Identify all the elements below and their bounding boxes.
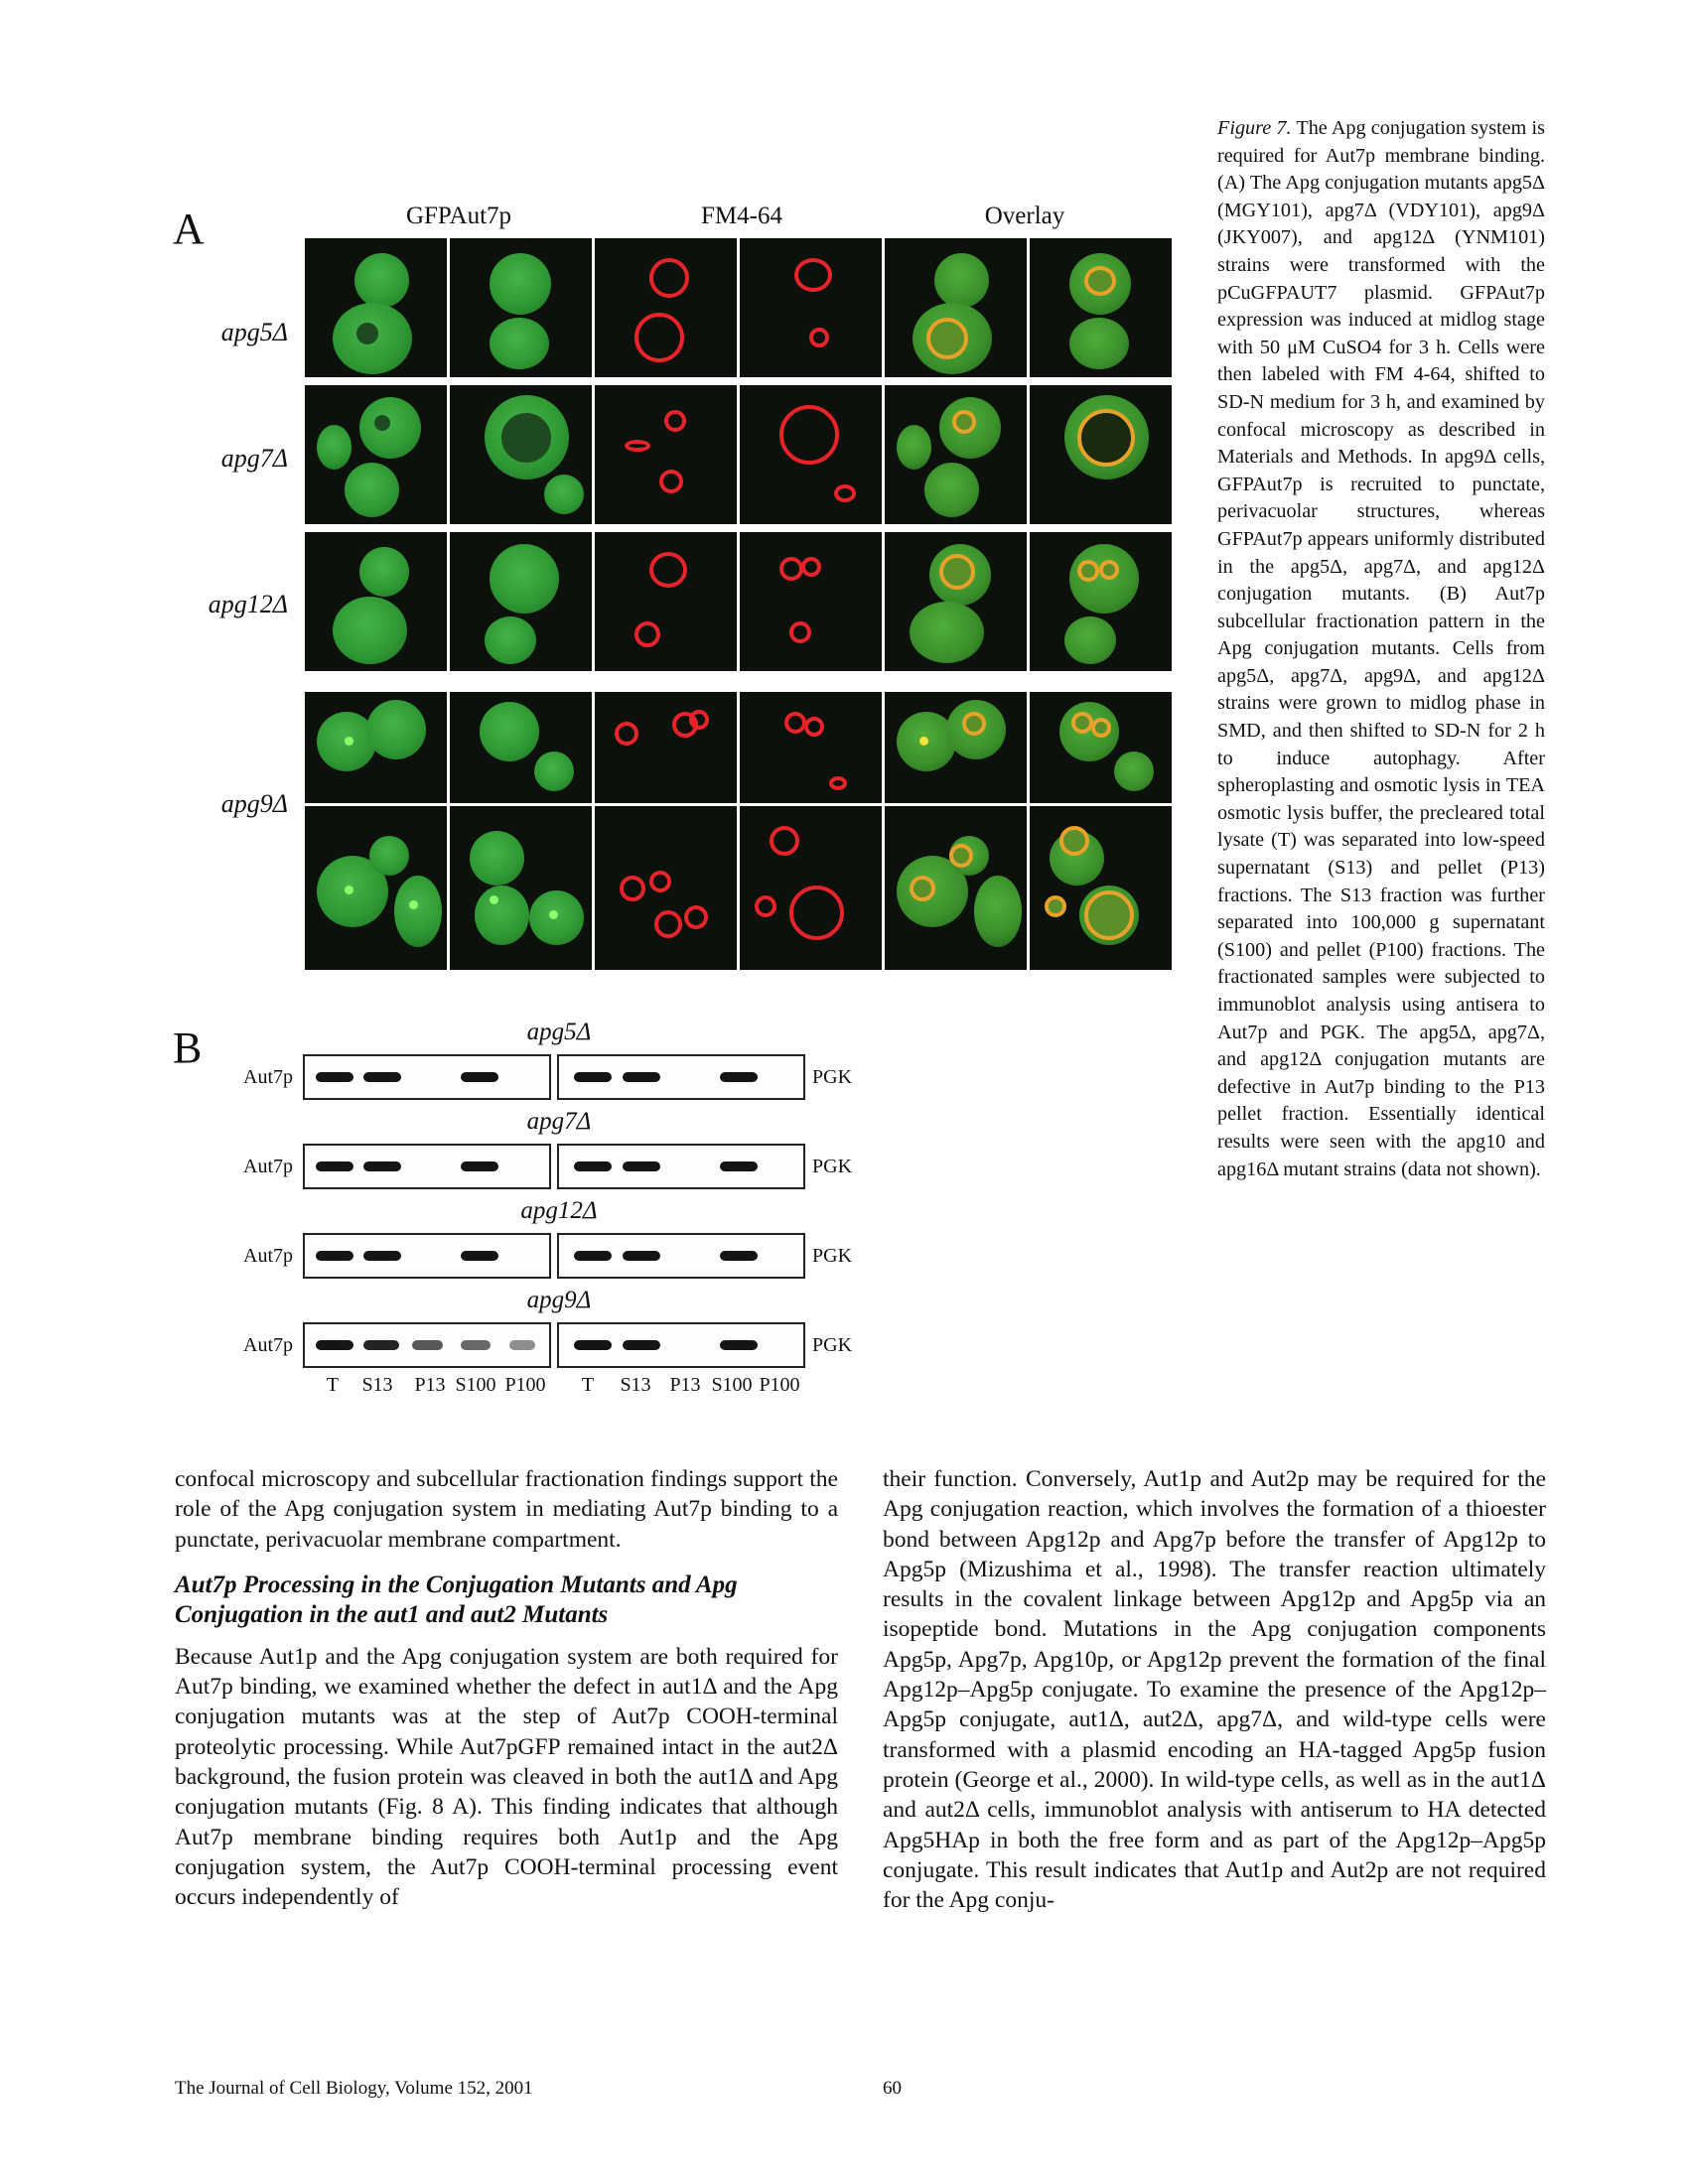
body-paragraph: Because Aut1p and the Apg conjugation sy… <box>175 1643 838 1911</box>
micrograph-apg7-fm-1 <box>595 385 737 524</box>
lane-label: S13 <box>620 1374 651 1396</box>
blot-band <box>316 1251 353 1261</box>
micrograph-apg5-fm-1 <box>595 238 737 377</box>
figure-caption: Figure 7. The Apg conjugation system is … <box>1217 115 1545 1183</box>
micrograph-apg9-fm-1 <box>595 692 737 803</box>
micrograph-apg7-overlay-1 <box>885 385 1027 524</box>
micrograph-apg12-fm-1 <box>595 532 737 671</box>
blot-title: apg5Δ <box>526 1019 592 1045</box>
blot-label-aut7p: Aut7p <box>243 1245 293 1267</box>
blot-band <box>623 1340 660 1350</box>
row-label-apg12: apg12Δ <box>208 590 288 618</box>
blot-band <box>461 1251 498 1261</box>
blot-band <box>574 1161 612 1171</box>
micrograph-apg9-fm-4 <box>740 806 882 970</box>
lane-label: T <box>581 1374 595 1396</box>
blot-label-pgk: PGK <box>812 1334 853 1356</box>
micrograph-apg12-gfp-2 <box>450 532 592 671</box>
blot-title: apg12Δ <box>520 1197 598 1224</box>
blot-band <box>412 1340 443 1350</box>
micrograph-apg9-fm-2 <box>740 692 882 803</box>
caption-text: The Apg conjugation system is required f… <box>1217 117 1545 1180</box>
lane-label: P100 <box>504 1374 546 1396</box>
lane-label: P100 <box>759 1374 800 1396</box>
body-paragraph: their function. Conversely, Aut1p and Au… <box>883 1466 1546 1914</box>
page-number: 60 <box>883 2078 902 2099</box>
micrograph-apg9-fm-3 <box>595 806 737 970</box>
blot-band <box>316 1161 353 1171</box>
blot-band <box>623 1251 660 1261</box>
micrograph-apg7-fm-2 <box>740 385 882 524</box>
body-paragraph: confocal microscopy and subcellular frac… <box>175 1466 838 1553</box>
micrograph-apg5-fm-2 <box>740 238 882 377</box>
footer-journal: The Journal of Cell Biology, Volume 152,… <box>175 2078 533 2099</box>
body-column-left: confocal microscopy and subcellular frac… <box>175 1464 838 1913</box>
blot-band <box>720 1251 758 1261</box>
blot-band <box>720 1161 758 1171</box>
micrograph-apg9-gfp-3 <box>305 806 447 970</box>
blot-title: apg9Δ <box>526 1287 592 1313</box>
blot-band <box>316 1340 353 1350</box>
blot-label-pgk: PGK <box>812 1066 853 1088</box>
blot-band <box>574 1340 612 1350</box>
column-header-overlay: Overlay <box>984 203 1065 229</box>
lane-label: S13 <box>361 1374 393 1396</box>
micrograph-apg5-overlay-1 <box>885 238 1027 377</box>
blot-title: apg7Δ <box>526 1108 592 1135</box>
lane-label: S100 <box>455 1374 496 1396</box>
lane-label: S100 <box>711 1374 753 1396</box>
blot-band <box>363 1072 401 1082</box>
body-column-right: their function. Conversely, Aut1p and Au… <box>883 1464 1546 1915</box>
blot-band <box>363 1251 401 1261</box>
blot-band <box>363 1161 401 1171</box>
micrograph-apg9-gfp-4 <box>450 806 592 970</box>
section-heading: Aut7p Processing in the Conjugation Muta… <box>175 1570 738 1628</box>
micrograph-apg12-fm-2 <box>740 532 882 671</box>
blot-band <box>623 1161 660 1171</box>
lane-label: T <box>326 1374 340 1396</box>
micrograph-apg9-overlay-2 <box>1030 692 1172 803</box>
micrograph-apg5-gfp-1 <box>305 238 447 377</box>
micrograph-apg5-gfp-2 <box>450 238 592 377</box>
panel-b-label: B <box>173 1024 203 1072</box>
micrograph-apg9-overlay-3 <box>885 806 1027 970</box>
row-label-apg5: apg5Δ <box>220 318 288 346</box>
blot-label-pgk: PGK <box>812 1156 853 1177</box>
micrograph-apg9-gfp-2 <box>450 692 592 803</box>
blot-label-pgk: PGK <box>812 1245 853 1267</box>
micrograph-apg9-gfp-1 <box>305 692 447 803</box>
blot-band <box>461 1161 498 1171</box>
blot-band <box>720 1072 758 1082</box>
blot-band <box>461 1072 498 1082</box>
row-label-apg7: apg7Δ <box>220 444 288 473</box>
micrograph-apg5-overlay-2 <box>1030 238 1172 377</box>
blot-label-aut7p: Aut7p <box>243 1334 293 1356</box>
micrograph-apg9-overlay-4 <box>1030 806 1172 970</box>
blot-label-aut7p: Aut7p <box>243 1066 293 1088</box>
blot-band <box>363 1340 399 1350</box>
blot-strip-pgk <box>557 1054 805 1100</box>
panel-a-label: A <box>173 205 205 253</box>
lane-label: P13 <box>669 1374 701 1396</box>
micrograph-apg12-overlay-2 <box>1030 532 1172 671</box>
micrograph-apg7-gfp-2 <box>450 385 592 524</box>
blot-label-aut7p: Aut7p <box>243 1156 293 1177</box>
caption-label: Figure 7. <box>1217 117 1292 139</box>
blot-band <box>720 1340 758 1350</box>
blot-band <box>461 1340 491 1350</box>
blot-band <box>623 1072 660 1082</box>
micrograph-apg9-overlay-1 <box>885 692 1027 803</box>
blot-band <box>574 1072 612 1082</box>
column-header-gfpaut7p: GFPAut7p <box>405 203 512 229</box>
micrograph-apg7-gfp-1 <box>305 385 447 524</box>
blot-band <box>509 1340 535 1350</box>
lane-label: P13 <box>414 1374 446 1396</box>
micrograph-apg12-overlay-1 <box>885 532 1027 671</box>
blot-band <box>316 1072 353 1082</box>
blot-band <box>574 1251 612 1261</box>
micrograph-apg12-gfp-1 <box>305 532 447 671</box>
row-label-apg9: apg9Δ <box>220 789 288 818</box>
micrograph-apg7-overlay-2 <box>1030 385 1172 524</box>
column-header-fm4-64: FM4-64 <box>701 203 782 229</box>
